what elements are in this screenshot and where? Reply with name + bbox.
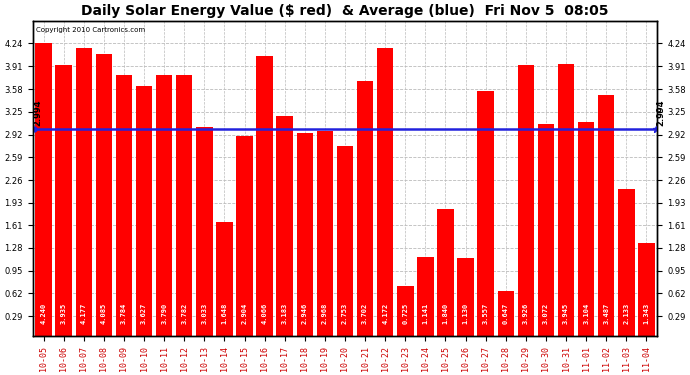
Text: 3.702: 3.702 xyxy=(362,303,368,324)
Text: 2.968: 2.968 xyxy=(322,303,328,324)
Bar xyxy=(116,75,132,336)
Bar xyxy=(518,65,534,336)
Bar xyxy=(35,44,52,336)
Title: Daily Solar Energy Value ($ red)  & Average (blue)  Fri Nov 5  08:05: Daily Solar Energy Value ($ red) & Avera… xyxy=(81,4,609,18)
Bar xyxy=(337,146,353,336)
Text: 3.935: 3.935 xyxy=(61,303,67,324)
Text: 2.994: 2.994 xyxy=(34,99,43,126)
Bar xyxy=(317,131,333,336)
Bar xyxy=(75,48,92,336)
Bar xyxy=(618,189,635,336)
Bar xyxy=(216,222,233,336)
Bar xyxy=(477,91,494,336)
Text: 0.725: 0.725 xyxy=(402,303,408,324)
Text: 3.926: 3.926 xyxy=(523,303,529,324)
Bar xyxy=(578,122,594,336)
Bar xyxy=(457,258,474,336)
Text: 2.994: 2.994 xyxy=(656,99,665,126)
Text: 3.784: 3.784 xyxy=(121,303,127,324)
Bar xyxy=(156,75,172,336)
Bar xyxy=(417,257,433,336)
Text: 3.487: 3.487 xyxy=(603,303,609,324)
Text: 3.790: 3.790 xyxy=(161,303,167,324)
Bar xyxy=(538,124,554,336)
Text: 0.647: 0.647 xyxy=(503,303,509,324)
Text: 1.840: 1.840 xyxy=(442,303,448,324)
Text: 2.946: 2.946 xyxy=(302,303,308,324)
Bar xyxy=(176,75,193,336)
Text: 1.648: 1.648 xyxy=(221,303,228,324)
Text: 3.104: 3.104 xyxy=(583,303,589,324)
Bar xyxy=(297,133,313,336)
Text: 4.172: 4.172 xyxy=(382,303,388,324)
Text: 3.782: 3.782 xyxy=(181,303,187,324)
Bar xyxy=(397,286,413,336)
Text: Copyright 2010 Cartronics.com: Copyright 2010 Cartronics.com xyxy=(36,27,145,33)
Text: 3.627: 3.627 xyxy=(141,303,147,324)
Text: 3.945: 3.945 xyxy=(563,303,569,324)
Text: 3.072: 3.072 xyxy=(543,303,549,324)
Bar xyxy=(236,136,253,336)
Text: 1.141: 1.141 xyxy=(422,303,428,324)
Bar xyxy=(437,209,454,336)
Text: 2.904: 2.904 xyxy=(241,303,248,324)
Bar xyxy=(558,64,574,336)
Bar xyxy=(638,243,655,336)
Text: 3.557: 3.557 xyxy=(483,303,489,324)
Text: 3.033: 3.033 xyxy=(201,303,207,324)
Bar xyxy=(277,117,293,336)
Text: 4.240: 4.240 xyxy=(41,303,46,324)
Bar xyxy=(55,64,72,336)
Bar xyxy=(196,127,213,336)
Bar xyxy=(598,96,615,336)
Bar xyxy=(497,291,514,336)
Bar xyxy=(96,54,112,336)
Text: 1.130: 1.130 xyxy=(462,303,469,324)
Bar xyxy=(136,86,152,336)
Bar xyxy=(357,81,373,336)
Text: 4.066: 4.066 xyxy=(262,303,268,324)
Text: 4.177: 4.177 xyxy=(81,303,87,324)
Text: 2.753: 2.753 xyxy=(342,303,348,324)
Text: 1.343: 1.343 xyxy=(644,303,649,324)
Text: 2.133: 2.133 xyxy=(623,303,629,324)
Text: 4.085: 4.085 xyxy=(101,303,107,324)
Bar xyxy=(377,48,393,336)
Bar xyxy=(257,56,273,336)
Text: 3.183: 3.183 xyxy=(282,303,288,324)
